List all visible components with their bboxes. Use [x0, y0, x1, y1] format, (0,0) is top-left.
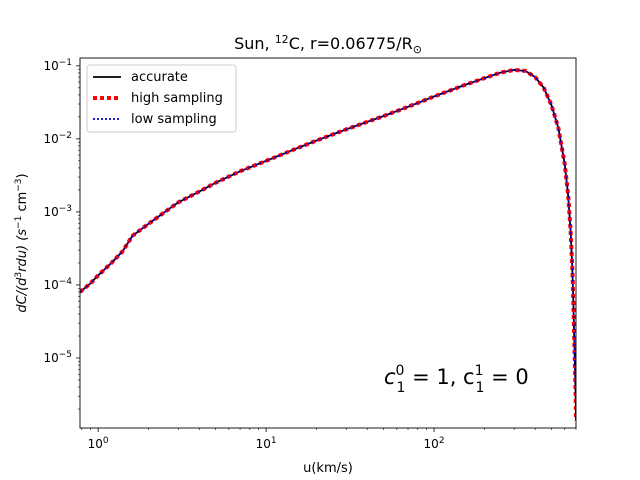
legend-label-accurate: accurate — [131, 70, 188, 85]
x-tick-label: 101 — [256, 436, 277, 451]
annotation-coefficients: c0 1 = 1, c1 1 = 0 — [384, 363, 529, 396]
x-tick-label: 100 — [88, 436, 109, 451]
x-axis-label: u(km/s) — [303, 461, 353, 476]
legend-label-low-sampling: low sampling — [131, 112, 217, 127]
legend: accurate high sampling low sampling — [86, 64, 237, 133]
chart-title: Sun, 12C, r=0.06775/R⊙ — [234, 33, 422, 56]
series-line-low-sampling — [80, 69, 576, 421]
x-tick-label: 102 — [424, 436, 445, 451]
y-tick-label: 10−3 — [43, 204, 72, 219]
y-tick-label: 10−2 — [43, 131, 72, 146]
y-axis-label: dC/(d3rdu) (s−1 cm−3) — [14, 173, 30, 312]
legend-frame — [86, 64, 237, 133]
axes-frame — [79, 57, 577, 429]
y-tick-label: 10−1 — [43, 58, 72, 73]
y-tick-label: 10−5 — [43, 350, 72, 365]
y-tick-label: 10−4 — [43, 277, 72, 292]
legend-label-high-sampling: high sampling — [131, 91, 223, 106]
plot-area: 100 101 102 10−5 10−4 10−3 10−2 10−1 — [43, 57, 577, 451]
